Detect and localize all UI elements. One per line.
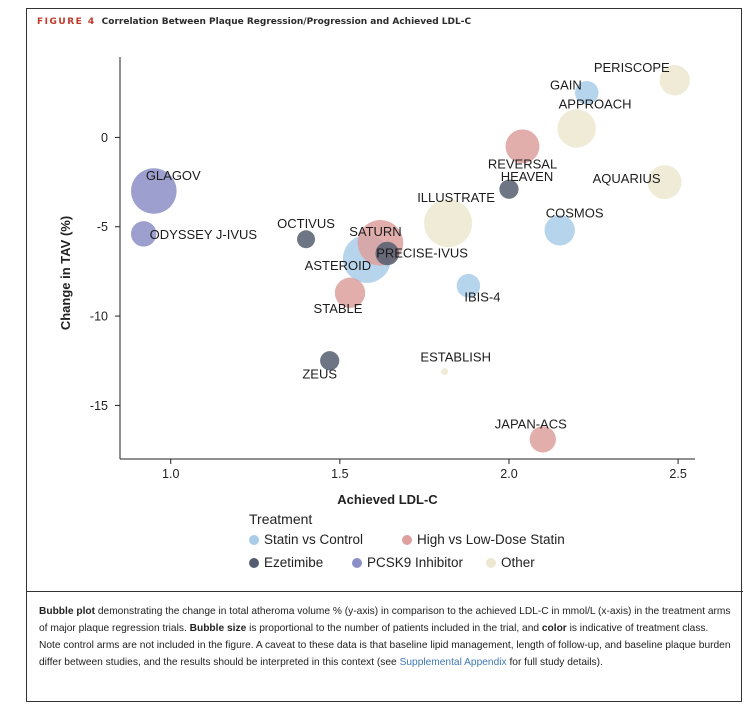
legend-label-statin-vs-control: Statin vs Control xyxy=(264,532,363,547)
bubble-heaven xyxy=(499,179,519,199)
y-tick-label: -5 xyxy=(97,220,108,234)
legend-swatch-statin-vs-control xyxy=(249,535,259,545)
bubble-illustrate xyxy=(424,199,473,248)
y-axis-label: Change in TAV (%) xyxy=(58,216,73,330)
legend-swatch-other xyxy=(486,558,496,568)
bubble-zeus xyxy=(320,351,340,371)
bubble-stable xyxy=(334,277,366,309)
label-approach: APPROACH xyxy=(559,96,632,111)
caption-bubble-plot: Bubble plot xyxy=(39,606,96,617)
caption-bubble-size: Bubble size xyxy=(189,623,247,634)
legend-label-pcsk9-inhibitor: PCSK9 Inhibitor xyxy=(367,555,464,570)
bubble-precise-ivus xyxy=(375,241,399,266)
label-asteroid: ASTEROID xyxy=(305,258,371,273)
bubble-approach xyxy=(557,109,596,148)
bubble-establish xyxy=(441,368,449,375)
label-saturn: SATURN xyxy=(349,224,401,239)
label-octivus: OCTIVUS xyxy=(277,216,335,231)
label-zeus: ZEUS xyxy=(302,367,337,382)
x-tick-label: 1.5 xyxy=(331,467,348,481)
x-tick-label: 1.0 xyxy=(162,467,179,481)
figure-title-text: Correlation Between Plaque Regression/Pr… xyxy=(101,17,472,27)
bubble-ibis-4 xyxy=(456,273,481,298)
legend-group: Treatment Statin vs Control High vs Low-Do… xyxy=(249,511,565,570)
x-tick-label: 2.0 xyxy=(500,467,517,481)
x-tick-label: 2.5 xyxy=(669,467,686,481)
bubble-aquarius xyxy=(647,165,682,200)
label-ibis-4: IBIS-4 xyxy=(464,290,500,305)
y-tick-label: -10 xyxy=(90,310,108,324)
figure-caption: Bubble plot demonstrating the change in … xyxy=(27,591,743,701)
legend-swatch-pcsk9-inhibitor xyxy=(352,558,362,568)
label-establish: ESTABLISH xyxy=(420,349,491,364)
legend-title: Treatment xyxy=(249,511,312,527)
bubble-reversal xyxy=(505,129,540,164)
bubble-cosmos xyxy=(544,215,575,246)
label-japan-acs: JAPAN-ACS xyxy=(495,416,567,431)
caption-part-1: demonstrating the change in total athero… xyxy=(39,606,731,634)
label-stable: STABLE xyxy=(314,301,363,316)
legend-label-other: Other xyxy=(501,555,535,570)
x-axis-label: Achieved LDL-C xyxy=(337,492,438,507)
bubbles-group xyxy=(130,65,690,453)
label-odyssey-j-ivus: ODYSSEY J-IVUS xyxy=(150,227,258,242)
bubble-glagov xyxy=(131,168,177,214)
figure-title: FIGURE 4 Correlation Between Plaque Regre… xyxy=(37,17,471,27)
bubble-octivus xyxy=(297,230,316,249)
legend-label-high-vs-low-dose-statin: High vs Low-Dose Statin xyxy=(417,532,565,547)
label-gain: GAIN xyxy=(550,78,582,93)
label-precise-ivus: PRECISE-IVUS xyxy=(376,246,468,261)
legend-swatch-ezetimibe xyxy=(249,558,259,568)
bubble-odyssey-j-ivus xyxy=(130,221,157,247)
label-aquarius: AQUARIUS xyxy=(593,171,661,186)
figure-label: FIGURE 4 xyxy=(37,17,96,27)
bubble-japan-acs xyxy=(529,426,556,453)
label-reversal: REVERSAL xyxy=(488,156,557,171)
chart-area: 1.0 1.5 2.0 2.5 0 -5 -10 -15 Achieved LDL-C Chang… xyxy=(27,9,743,594)
caption-part-3: is indicative of treatment class. Note c… xyxy=(39,623,731,668)
label-periscope: PERISCOPE xyxy=(594,60,670,75)
supplemental-appendix-link[interactable]: Supplemental Appendix xyxy=(399,657,507,668)
bubble-periscope xyxy=(659,65,690,96)
axes-group: 1.0 1.5 2.0 2.5 0 -5 -10 -15 Achieved LDL-C Chang… xyxy=(58,57,695,507)
caption-color: color xyxy=(541,623,567,634)
caption-part-2: is proportional to the number of patient… xyxy=(246,623,542,634)
figure-frame: FIGURE 4 Correlation Between Plaque Regre… xyxy=(26,8,743,702)
label-illustrate: ILLUSTRATE xyxy=(417,190,495,205)
y-tick-label: 0 xyxy=(101,131,108,145)
legend-swatch-high-vs-low-dose-statin xyxy=(402,535,412,545)
label-heaven: HEAVEN xyxy=(501,169,554,184)
bubble-chart: 1.0 1.5 2.0 2.5 0 -5 -10 -15 Achieved LDL-C Chang… xyxy=(58,57,695,570)
bubble-gain xyxy=(575,80,599,105)
caption-part-4: for full study details). xyxy=(506,657,603,668)
legend-label-ezetimibe: Ezetimibe xyxy=(264,555,323,570)
y-tick-label: -15 xyxy=(90,399,108,413)
label-cosmos: COSMOS xyxy=(546,205,604,220)
label-glagov: GLAGOV xyxy=(146,168,201,183)
